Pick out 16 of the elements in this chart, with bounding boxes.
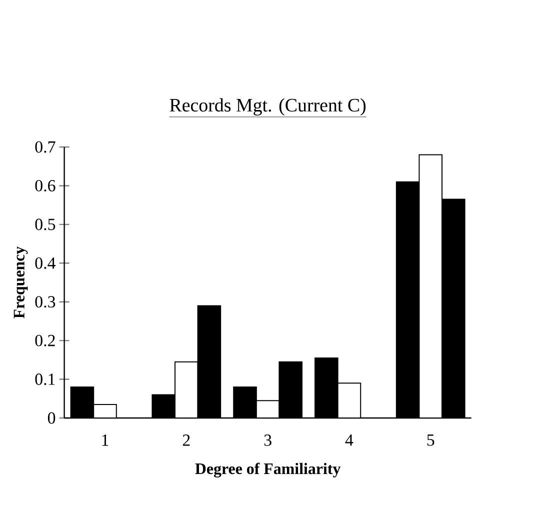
y-tick-label: 0.7 <box>35 141 56 153</box>
x-tick-label: 4 <box>345 434 354 446</box>
y-axis-title: Frequency <box>14 246 28 318</box>
x-tick-label: 3 <box>264 434 272 446</box>
y-tick-label: 0.4 <box>35 257 56 269</box>
x-tick-label: 5 <box>427 434 434 446</box>
y-tick-label: 0.5 <box>35 218 56 230</box>
y-tick-label: 0.6 <box>35 180 56 192</box>
y-tick-label: 0.1 <box>35 374 55 386</box>
y-tick-label: 0 <box>48 412 56 424</box>
y-tick-label: 0.3 <box>35 296 56 308</box>
chart-title: Records Mgt. (Current C) <box>170 98 366 116</box>
x-tick-label: 2 <box>182 434 190 446</box>
y-tick-label: 0.2 <box>35 334 55 346</box>
x-axis-title: Degree of Familiarity <box>195 462 341 478</box>
x-tick-label: 1 <box>102 434 108 446</box>
